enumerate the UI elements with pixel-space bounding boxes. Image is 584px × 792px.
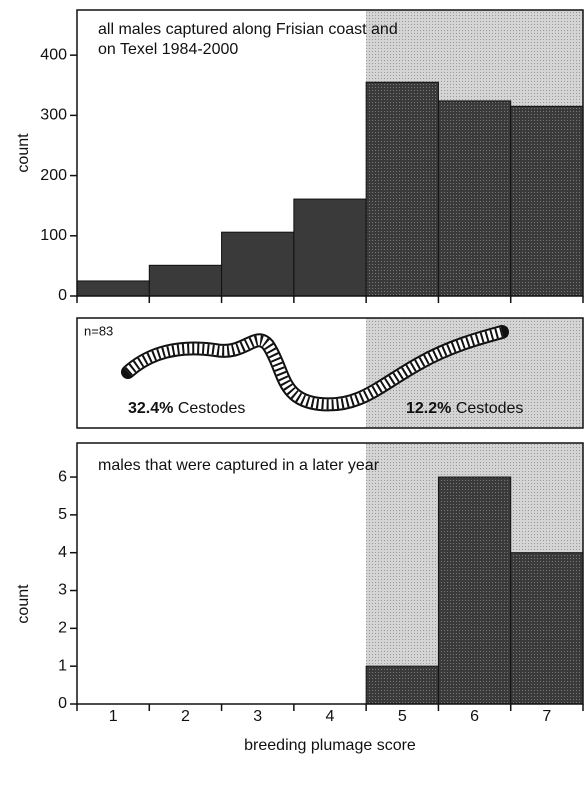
bar: [148, 264, 223, 297]
y-tick-label: 200: [40, 167, 67, 184]
y-tick-label: 3: [58, 582, 67, 599]
label: Cestodes: [178, 400, 246, 417]
bar: [510, 105, 584, 297]
title-line: all males captured along Frisian coast a…: [98, 21, 398, 38]
annotation: 12.2% Cestodes: [406, 400, 523, 417]
percent: 32.4%: [128, 400, 173, 417]
n-label: n=83: [84, 323, 113, 338]
annotation: 32.4% Cestodes: [128, 400, 245, 417]
panel-frame: [76, 9, 584, 297]
y-tick-label: 1: [58, 657, 67, 674]
x-tick-label: 7: [542, 708, 551, 725]
bar: [293, 198, 367, 297]
bar: [365, 665, 439, 705]
y-axis-title: count: [15, 584, 32, 624]
x-tick-label: 4: [326, 708, 335, 725]
bar: [437, 476, 512, 705]
panel-title: males that were captured in a later year: [98, 457, 380, 474]
y-tick-label: 4: [58, 544, 67, 561]
y-tick-label: 300: [40, 107, 67, 124]
x-tick-label: 2: [181, 708, 190, 725]
bar: [221, 231, 295, 297]
panel-frame: [76, 317, 584, 429]
worm: [121, 325, 509, 412]
y-tick-label: 400: [40, 46, 67, 63]
y-tick-label: 2: [58, 620, 67, 637]
panel-title: all males captured along Frisian coast a…: [98, 21, 398, 58]
y-tick-label: 5: [58, 506, 67, 523]
label: Cestodes: [456, 400, 524, 417]
x-tick-label: 5: [398, 708, 407, 725]
bar: [437, 100, 512, 297]
y-axis-title: count: [15, 133, 32, 173]
x-tick-label: 6: [470, 708, 479, 725]
y-tick-label: 100: [40, 227, 67, 244]
percent: 12.2%: [406, 400, 451, 417]
title-line: on Texel 1984-2000: [98, 41, 238, 58]
panel-frame: [76, 442, 584, 705]
bar: [365, 81, 439, 297]
x-tick-label: 1: [109, 708, 118, 725]
y-tick-label: 6: [58, 468, 67, 485]
y-tick-label: 0: [58, 695, 67, 712]
x-axis-title: breeding plumage score: [244, 737, 416, 754]
bar: [76, 280, 150, 297]
y-tick-label: 0: [58, 287, 67, 304]
x-tick-label: 3: [253, 708, 262, 725]
bar: [510, 552, 584, 705]
